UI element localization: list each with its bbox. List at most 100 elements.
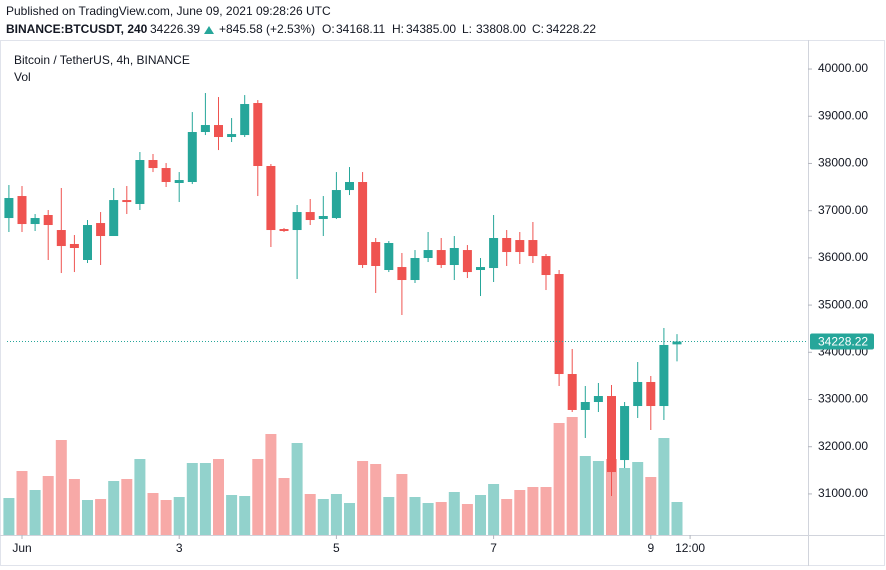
volume-bar — [186, 463, 198, 535]
candle-body — [541, 256, 551, 276]
ohlc-value: 34168.11 — [336, 22, 385, 36]
x-tick-label: 12:00 — [675, 541, 705, 555]
candle-body — [423, 250, 433, 259]
volume-bar — [370, 464, 382, 535]
volume-bar — [134, 459, 146, 535]
price-pane — [4, 93, 682, 497]
candle-body — [318, 216, 328, 220]
candle-body — [371, 242, 381, 266]
volume-bar — [501, 499, 513, 535]
volume-bar — [55, 440, 67, 535]
candle-body — [462, 250, 472, 273]
volume-bar — [108, 481, 120, 535]
volume-bar — [396, 474, 408, 535]
candle-body — [266, 166, 276, 231]
volume-bar — [461, 504, 473, 535]
volume-bar — [42, 476, 54, 535]
candle-body — [4, 198, 14, 219]
published-note: Published on TradingView.com, June 09, 2… — [6, 4, 331, 18]
volume-bar — [540, 487, 552, 535]
volume-bar — [226, 495, 238, 535]
volume-bar — [409, 497, 421, 535]
candle-body — [489, 238, 499, 269]
volume-bar — [278, 478, 290, 535]
volume-bar — [68, 479, 80, 535]
change: +845.58 (+2.53%) — [219, 22, 315, 36]
y-tick-label: 32000.00 — [818, 439, 868, 453]
candle-body — [253, 103, 263, 167]
last-price-tag — [810, 333, 874, 350]
candle-body — [606, 396, 616, 473]
ohlc-key: C: — [532, 22, 544, 36]
candle-body — [633, 381, 643, 407]
ohlc-value: 33808.00 — [476, 22, 526, 36]
candle-body — [410, 258, 420, 281]
candle-body — [528, 240, 538, 257]
candle-body — [56, 230, 66, 247]
volume-bar — [16, 471, 28, 535]
y-tick-label: 33000.00 — [818, 392, 868, 406]
volume-bar — [645, 477, 657, 535]
candle-body — [174, 180, 184, 183]
volume-bar — [658, 438, 670, 535]
volume-bar — [317, 499, 329, 535]
candle-body — [148, 160, 158, 169]
candle-body — [305, 212, 315, 221]
volume-bar — [448, 492, 460, 535]
y-tick-label: 36000.00 — [818, 250, 868, 264]
volume-bar — [592, 461, 604, 535]
volume-bar — [671, 502, 683, 535]
volume-bar — [239, 496, 251, 535]
volume-bar — [147, 493, 159, 535]
candle-body — [593, 396, 603, 403]
candle-body — [646, 381, 656, 407]
y-tick-label: 37000.00 — [818, 203, 868, 217]
volume-bar — [422, 503, 434, 535]
volume-bar — [357, 461, 369, 535]
volume-bar — [527, 487, 539, 535]
candle-body — [96, 223, 106, 237]
volume-bar — [173, 497, 185, 535]
volume-bar — [160, 500, 172, 535]
ohlc-key: H: — [392, 22, 404, 36]
candle-body — [200, 125, 210, 133]
candle-body — [69, 243, 79, 249]
candle-body — [384, 243, 394, 271]
volume-bar — [619, 468, 631, 535]
candle-body — [397, 267, 407, 281]
up-arrow-icon — [204, 26, 214, 34]
candle-body — [240, 104, 250, 136]
volume-label: Vol — [14, 70, 31, 84]
last-price-tag-label: 34228.22 — [818, 335, 868, 349]
volume-bar — [566, 417, 578, 535]
candle-body — [187, 132, 197, 183]
candle-body — [344, 182, 354, 191]
legend-title: Bitcoin / TetherUS, 4h, BINANCE — [14, 53, 190, 67]
volume-bar — [330, 494, 342, 535]
candle-body — [82, 225, 92, 260]
volume-bar — [212, 459, 224, 535]
y-tick-label: 35000.00 — [818, 297, 868, 311]
candle-body — [161, 168, 171, 183]
volume-bar — [343, 503, 355, 535]
candle-body — [135, 160, 145, 205]
volume-bar — [81, 500, 93, 535]
volume-bar — [291, 443, 303, 535]
ohlc-value: 34385.00 — [406, 22, 456, 36]
x-tick-label: 5 — [333, 541, 340, 555]
candle-body — [659, 344, 669, 407]
volume-bar — [632, 462, 644, 535]
volume-bar — [474, 495, 486, 535]
candle-body — [292, 212, 302, 231]
candle-body — [43, 215, 53, 226]
volume-bar — [29, 490, 41, 535]
x-tick-label: Jun — [12, 541, 31, 555]
volume-bar — [304, 494, 316, 535]
volume-bar — [579, 456, 591, 535]
candle-body — [449, 248, 459, 266]
last-price: 34226.39 — [150, 22, 200, 36]
volume-bar — [435, 502, 447, 535]
candle-body — [331, 190, 341, 219]
volume-bar — [514, 490, 526, 535]
y-tick-label: 39000.00 — [818, 108, 868, 122]
